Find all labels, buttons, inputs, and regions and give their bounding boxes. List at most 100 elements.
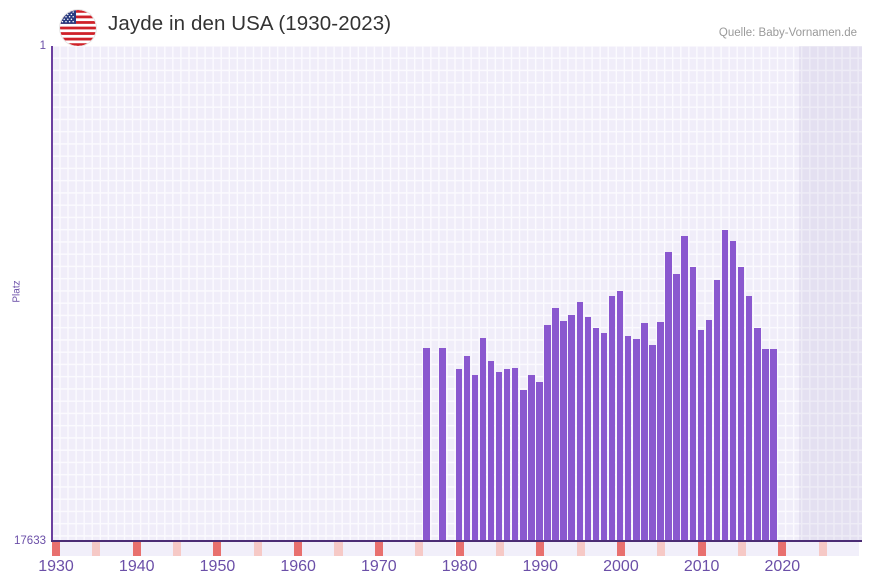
bar[interactable] [592, 328, 600, 541]
bar[interactable] [520, 389, 527, 541]
bar[interactable] [721, 230, 729, 541]
tick-cell [350, 542, 359, 556]
tick-cell [511, 542, 521, 556]
tick-cell [528, 542, 537, 556]
bar[interactable] [479, 338, 487, 541]
tick-cell [84, 542, 93, 556]
bar[interactable] [737, 266, 745, 541]
bar[interactable] [713, 279, 721, 541]
bar[interactable] [657, 322, 664, 541]
decade-tick-marker [374, 542, 383, 556]
bar[interactable] [746, 295, 753, 541]
bar[interactable] [729, 241, 737, 541]
tick-cell [794, 542, 803, 556]
tick-cell [665, 542, 674, 556]
bar[interactable] [487, 361, 495, 541]
bar[interactable] [681, 236, 688, 541]
bar[interactable] [673, 273, 680, 541]
tick-cell [124, 542, 133, 556]
tick-cell [100, 542, 109, 556]
page-title: Jayde in den USA (1930-2023) [108, 12, 392, 35]
bar[interactable] [528, 375, 535, 541]
tick-cell [681, 542, 690, 556]
tick-cell [762, 542, 771, 556]
bar[interactable] [633, 338, 640, 541]
tick-cell [520, 542, 529, 556]
x-axis-tick-label: 1960 [280, 558, 316, 575]
bar[interactable] [544, 325, 551, 541]
bar[interactable] [511, 367, 519, 541]
bar[interactable] [616, 291, 624, 541]
x-axis-tick-label: 1990 [522, 558, 559, 575]
bar[interactable] [600, 333, 608, 541]
bar[interactable] [624, 336, 632, 541]
tick-cell [68, 542, 77, 556]
tick-cell [447, 542, 456, 556]
tick-cell [746, 542, 755, 556]
bar[interactable] [471, 375, 479, 541]
tick-cell [261, 542, 270, 556]
tick-cell [342, 542, 351, 556]
tick-cell [164, 542, 174, 556]
tick-cell [842, 542, 851, 556]
tick-cell [302, 542, 311, 556]
decade-tick-marker [294, 542, 303, 556]
bar[interactable] [536, 381, 543, 541]
bar[interactable] [439, 348, 446, 541]
tick-cell [286, 542, 295, 556]
bar[interactable] [705, 320, 713, 541]
bar[interactable] [641, 323, 648, 541]
bar[interactable] [576, 301, 584, 541]
bar-series [52, 46, 862, 541]
half-decade-tick-marker [173, 542, 182, 556]
tick-cell [673, 542, 682, 556]
tick-cell [140, 542, 149, 556]
bar[interactable] [503, 368, 511, 541]
tick-cell [181, 542, 190, 556]
half-decade-tick-marker [737, 542, 746, 556]
tick-cell [60, 542, 69, 556]
bar[interactable] [689, 266, 696, 541]
decade-tick-marker [536, 542, 545, 556]
half-decade-tick-marker [334, 542, 343, 556]
bar[interactable] [423, 348, 430, 541]
bar[interactable] [649, 345, 656, 541]
bar[interactable] [608, 295, 616, 541]
tick-cell [487, 542, 496, 556]
tick-cell [148, 542, 157, 556]
tick-cell [326, 542, 335, 556]
bar[interactable] [584, 316, 592, 541]
bar[interactable] [552, 307, 559, 541]
bar[interactable] [762, 348, 769, 541]
tick-cell [479, 542, 488, 556]
tick-cell [802, 542, 811, 556]
bar[interactable] [665, 251, 672, 541]
tick-cell [641, 542, 650, 556]
tick-cell [608, 542, 617, 556]
tick-cell [584, 542, 593, 556]
tick-cell [197, 542, 206, 556]
tick-cell [649, 542, 658, 556]
bar[interactable] [697, 330, 705, 541]
bar[interactable] [568, 314, 575, 541]
bar[interactable] [560, 321, 567, 541]
bar[interactable] [754, 328, 761, 541]
bar[interactable] [770, 348, 777, 541]
half-decade-tick-marker [576, 542, 585, 556]
tick-cell [269, 542, 278, 556]
half-decade-tick-marker [495, 542, 504, 556]
decade-tick-marker [455, 542, 464, 556]
tick-cell [754, 542, 763, 556]
y-axis-title: Platz [11, 280, 23, 303]
tick-cell [76, 542, 85, 556]
half-decade-tick-marker [415, 542, 424, 556]
tick-cell [358, 542, 367, 556]
half-decade-tick-marker [818, 542, 827, 556]
tick-cell [423, 542, 432, 556]
x-axis-tick-label: 1970 [361, 558, 397, 575]
tick-cell [850, 542, 859, 556]
bar[interactable] [463, 355, 471, 541]
bar[interactable] [495, 371, 503, 541]
bar[interactable] [455, 368, 462, 541]
